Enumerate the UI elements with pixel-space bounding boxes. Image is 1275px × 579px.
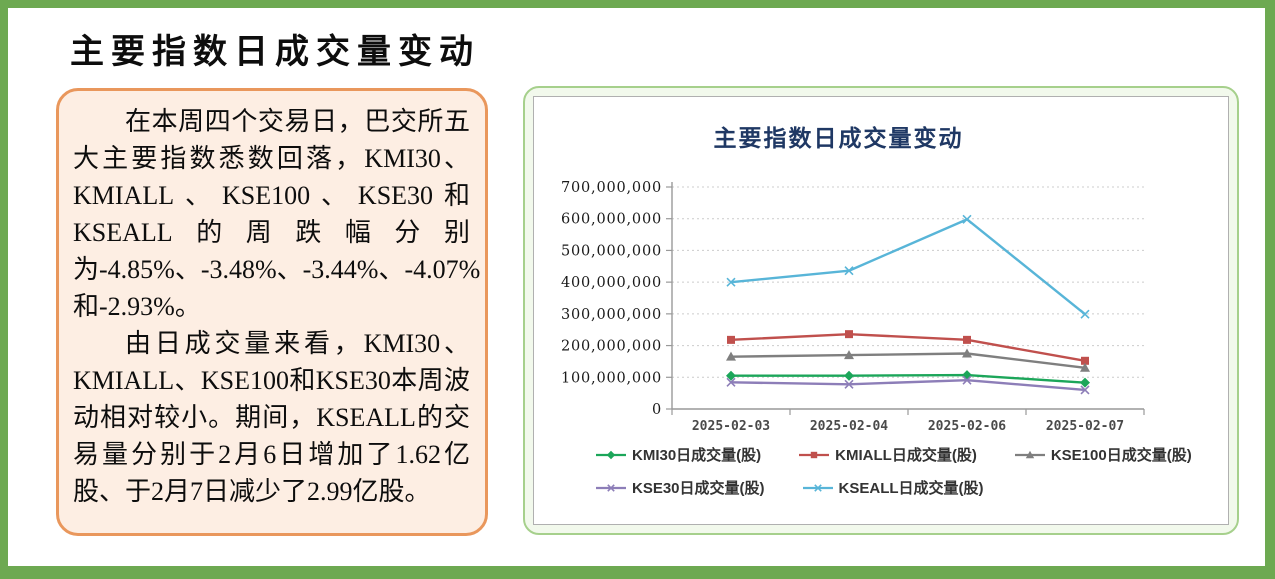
svg-text:2025-02-06: 2025-02-06 bbox=[928, 419, 1006, 434]
legend-row: KSE30日成交量(股) KSEALL日成交量(股) bbox=[596, 477, 1192, 498]
svg-text:300,000,000: 300,000,000 bbox=[561, 307, 662, 323]
chart-legend: KMI30日成交量(股) KMIALL日成交量(股) KSE100日成交量(股) KS… bbox=[596, 444, 1192, 498]
legend-label: KSEALL日成交量(股) bbox=[838, 480, 984, 497]
legend-line-marker-icon bbox=[596, 450, 626, 459]
svg-text:500,000,000: 500,000,000 bbox=[561, 243, 662, 259]
legend-line-marker-icon bbox=[802, 483, 833, 492]
legend-item-kseall: KSEALL日成交量(股) bbox=[802, 477, 984, 498]
legend-line-marker-icon bbox=[1014, 450, 1045, 458]
summary-paragraph-1: 在本周四个交易日，巴交所五大主要指数悉数回落，KMI30、KMIALL、KSE1… bbox=[73, 107, 481, 321]
legend-label: KMIALL日成交量(股) bbox=[835, 447, 977, 464]
svg-text:0: 0 bbox=[652, 402, 662, 418]
page-title: 主要指数日成交量变动 bbox=[70, 34, 480, 71]
chart-container: 主要指数日成交量变动 0 100,000,000 200,000,000 300,00… bbox=[533, 96, 1229, 525]
chart-panel: 主要指数日成交量变动 0 100,000,000 200,000,000 300,00… bbox=[523, 86, 1239, 535]
legend-item-kmiall: KMIALL日成交量(股) bbox=[799, 444, 977, 465]
legend-label: KSE30日成交量(股) bbox=[632, 480, 765, 497]
summary-paragraph-2: 由日成交量来看，KMI30、KMIALL、KSE100和KSE30本周波动相对较… bbox=[73, 329, 470, 506]
legend-label: KSE100日成交量(股) bbox=[1050, 447, 1192, 464]
svg-text:200,000,000: 200,000,000 bbox=[561, 339, 662, 355]
legend-item-kse100: KSE100日成交量(股) bbox=[1014, 444, 1192, 465]
legend-item-kmi30: KMI30日成交量(股) bbox=[596, 444, 761, 465]
legend-item-kse30: KSE30日成交量(股) bbox=[596, 477, 765, 498]
summary-box: 在本周四个交易日，巴交所五大主要指数悉数回落，KMI30、KMIALL、KSE1… bbox=[56, 88, 488, 536]
legend-row: KMI30日成交量(股) KMIALL日成交量(股) KSE100日成交量(股) bbox=[596, 444, 1192, 465]
svg-text:600,000,000: 600,000,000 bbox=[561, 212, 662, 228]
legend-label: KMI30日成交量(股) bbox=[632, 447, 762, 464]
legend-line-marker-icon bbox=[799, 451, 830, 458]
svg-text:2025-02-03: 2025-02-03 bbox=[692, 419, 770, 434]
svg-text:700,000,000: 700,000,000 bbox=[561, 180, 662, 196]
svg-text:2025-02-07: 2025-02-07 bbox=[1046, 419, 1124, 434]
svg-text:400,000,000: 400,000,000 bbox=[561, 275, 662, 291]
legend-line-marker-icon bbox=[596, 483, 626, 492]
chart-title: 主要指数日成交量变动 bbox=[713, 125, 964, 151]
svg-text:100,000,000: 100,000,000 bbox=[561, 370, 662, 386]
svg-text:2025-02-04: 2025-02-04 bbox=[810, 419, 888, 434]
chart-plot: 0 100,000,000 200,000,000 300,000,000 400,00… bbox=[561, 180, 1145, 434]
